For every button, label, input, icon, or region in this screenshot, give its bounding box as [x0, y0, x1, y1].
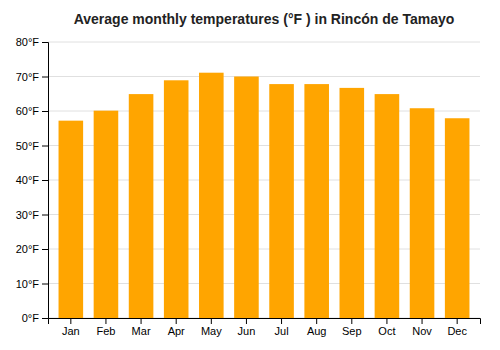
x-tick: Mar	[132, 318, 151, 337]
x-axis: Jan Feb Mar Apr May Jun Jul Aug Sep Oct Nov Dec	[49, 318, 481, 337]
x-tick-mark	[422, 318, 423, 324]
y-tick-mark	[42, 180, 48, 181]
x-tick: Jul	[275, 318, 289, 337]
bar	[234, 77, 259, 319]
y-tick: 0°F	[22, 312, 48, 324]
x-tick: Jan	[62, 318, 80, 337]
x-tick-mark	[176, 318, 177, 324]
plot: Jan Feb Mar Apr May Jun Jul Aug Sep Oct Nov Dec 0°F 1…	[16, 36, 481, 337]
axis-line	[49, 319, 481, 325]
y-tick-mark	[42, 42, 48, 43]
bar	[410, 108, 435, 318]
bar	[129, 94, 154, 318]
y-tick-mark	[42, 146, 48, 147]
x-tick: Dec	[447, 318, 467, 337]
x-tick-mark	[457, 318, 458, 324]
x-tick-label: Aug	[307, 325, 327, 337]
x-tick: Oct	[378, 318, 395, 337]
x-tick-mark	[211, 318, 212, 324]
bar	[59, 121, 84, 318]
x-tick-mark	[351, 318, 352, 324]
x-tick-label: Apr	[168, 325, 185, 337]
y-tick-label: 70°F	[16, 71, 40, 83]
y-tick-mark	[42, 318, 48, 319]
bar	[164, 80, 189, 318]
y-tick: 10°F	[16, 278, 48, 290]
y-tick: 60°F	[16, 105, 48, 117]
x-tick-label: Feb	[96, 325, 115, 337]
bar	[304, 84, 329, 318]
x-tick-mark	[70, 318, 71, 324]
x-tick: Sep	[342, 318, 362, 337]
x-tick: Apr	[168, 318, 185, 337]
y-tick-label: 60°F	[16, 105, 40, 117]
y-tick-mark	[42, 111, 48, 112]
bar	[199, 73, 224, 318]
x-tick-label: Nov	[412, 325, 432, 337]
y-tick: 50°F	[16, 140, 48, 152]
x-tick-label: Dec	[447, 325, 467, 337]
x-tick: Nov	[412, 318, 432, 337]
y-tick-mark	[42, 77, 48, 78]
grid-line	[48, 76, 480, 77]
bar	[94, 111, 119, 318]
x-tick-mark	[281, 318, 282, 324]
bar	[269, 84, 294, 318]
y-tick-mark	[42, 284, 48, 285]
y-tick: 80°F	[16, 36, 48, 48]
x-tick: Feb	[96, 318, 115, 337]
bar	[340, 88, 365, 318]
y-tick-mark	[42, 215, 48, 216]
x-tick: Jun	[238, 318, 256, 337]
y-tick: 70°F	[16, 71, 48, 83]
x-tick-label: Sep	[342, 325, 362, 337]
x-tick-mark	[105, 318, 106, 324]
x-tick-label: Jul	[275, 325, 289, 337]
x-tick-mark	[316, 318, 317, 324]
y-tick-label: 50°F	[16, 140, 40, 152]
y-axis: 0°F 10°F 20°F 30°F 40°F 50°F 60°F 70°F 80°F	[16, 36, 49, 324]
y-tick: 40°F	[16, 174, 48, 186]
y-tick-label: 10°F	[16, 278, 40, 290]
y-tick-label: 20°F	[16, 243, 40, 255]
grid	[48, 42, 480, 318]
x-tick: Aug	[307, 318, 327, 337]
chart-svg: Jan Feb Mar Apr May Jun Jul Aug Sep Oct Nov Dec 0°F 1…	[0, 0, 500, 350]
x-tick-mark	[246, 318, 247, 324]
x-tick-mark	[386, 318, 387, 324]
bar	[375, 94, 400, 318]
x-tick-label: Oct	[378, 325, 395, 337]
y-tick-label: 0°F	[22, 312, 40, 324]
y-tick: 30°F	[16, 209, 48, 221]
y-tick: 20°F	[16, 243, 48, 255]
y-tick-label: 30°F	[16, 209, 40, 221]
x-tick-label: Jan	[62, 325, 80, 337]
x-tick: May	[201, 318, 222, 337]
chart-container: Jan Feb Mar Apr May Jun Jul Aug Sep Oct Nov Dec 0°F 1…	[0, 0, 500, 350]
x-tick-mark	[141, 318, 142, 324]
y-tick-label: 80°F	[16, 36, 40, 48]
y-tick-label: 40°F	[16, 174, 40, 186]
title: Average monthly temperatures (°F ) in Ri…	[74, 11, 455, 27]
x-tick-label: Mar	[132, 325, 151, 337]
grid-line	[48, 42, 480, 43]
x-tick-label: Jun	[238, 325, 256, 337]
bar	[445, 118, 470, 318]
x-tick-label: May	[201, 325, 222, 337]
bars	[59, 73, 470, 318]
axis-line	[42, 43, 49, 319]
y-tick-mark	[42, 249, 48, 250]
